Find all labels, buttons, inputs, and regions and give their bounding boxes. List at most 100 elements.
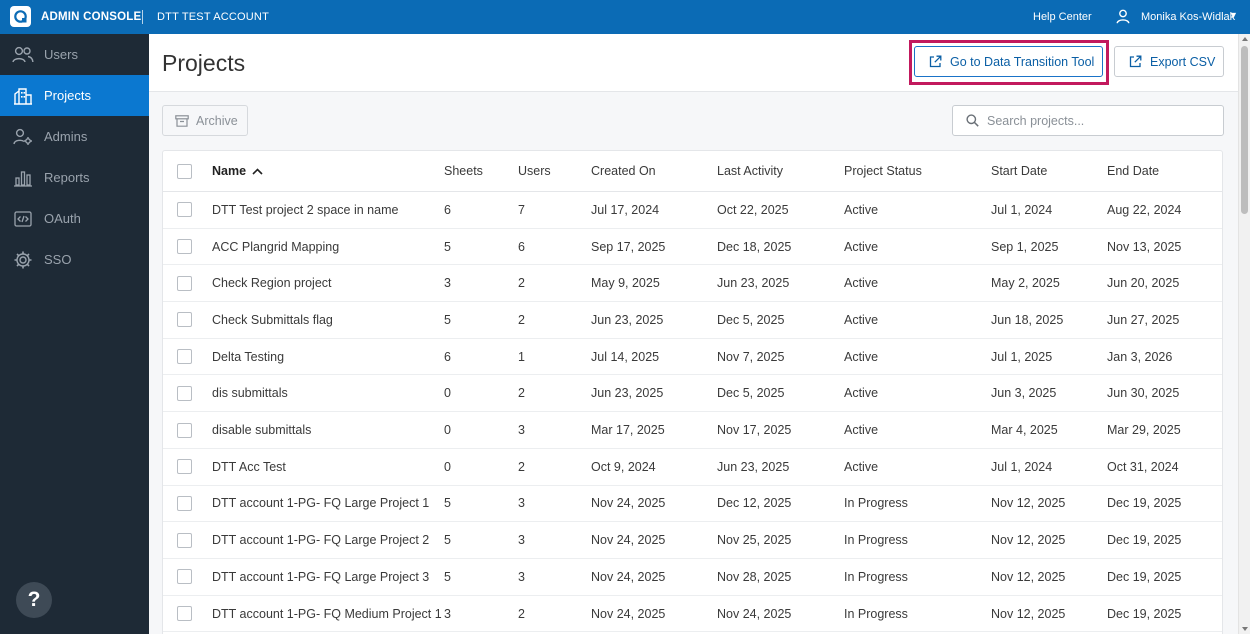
admins-icon (0, 128, 44, 146)
cell-name[interactable]: dis submittals (212, 386, 288, 401)
row-checkbox-cell[interactable] (177, 229, 192, 265)
scrollbar-thumb[interactable] (1241, 46, 1248, 214)
row-checkbox[interactable] (177, 385, 192, 401)
search-icon (966, 114, 979, 127)
search-box[interactable] (952, 105, 1224, 136)
scroll-up-icon[interactable] (1242, 37, 1248, 41)
app-logo-icon[interactable] (10, 6, 31, 27)
cell-end: Dec 19, 2025 (1107, 606, 1182, 621)
sidebar-item-oauth[interactable]: OAuth (0, 198, 149, 239)
sidebar-item-sso[interactable]: SSO (0, 239, 149, 280)
help-button[interactable]: ? (16, 582, 52, 618)
column-header-created[interactable]: Created On (591, 164, 656, 178)
cell-name[interactable]: Check Submittals flag (212, 312, 333, 327)
row-checkbox[interactable] (177, 459, 192, 475)
cell-name[interactable]: Check Region project (212, 276, 332, 291)
column-header-sheets[interactable]: Sheets (444, 164, 483, 178)
sidebar-item-users[interactable]: Users (0, 34, 149, 75)
row-checkbox[interactable] (177, 349, 192, 365)
row-checkbox[interactable] (177, 275, 192, 291)
table-row[interactable]: disable submittals 0 3 Mar 17, 2025 Nov 17, … (163, 412, 1222, 449)
cell-end: Jun 30, 2025 (1107, 386, 1180, 401)
column-header-users[interactable]: Users (518, 164, 551, 178)
row-checkbox-cell[interactable] (177, 192, 192, 228)
cell-name[interactable]: DTT account 1-PG- FQ Large Project 3 (212, 569, 430, 584)
cell-name[interactable]: DTT account 1-PG- FQ Large Project 2 (212, 533, 430, 548)
user-avatar-icon[interactable] (1116, 9, 1130, 29)
export-csv-button[interactable]: Export CSV (1114, 46, 1224, 77)
column-header-start[interactable]: Start Date (991, 164, 1048, 178)
row-checkbox-cell[interactable] (177, 412, 192, 448)
row-checkbox-cell[interactable] (177, 302, 192, 338)
cell-end: Mar 29, 2025 (1107, 423, 1181, 438)
table-row[interactable]: Delta Testing 6 1 Jul 14, 2025 Nov 7, 2025 Ac… (163, 339, 1222, 376)
sidebar-item-projects[interactable]: Projects (0, 75, 149, 116)
cell-name[interactable]: DTT Acc Test (212, 459, 286, 474)
row-checkbox-cell[interactable] (177, 596, 192, 632)
go-to-dtt-button[interactable]: Go to Data Transition Tool (914, 46, 1103, 77)
table-row[interactable]: DTT account 1-PG- FQ Large Project 2 5 3 No… (163, 522, 1222, 559)
table-row[interactable]: DTT Acc Test 0 2 Oct 9, 2024 Jun 23, 2025 Act… (163, 449, 1222, 486)
row-checkbox[interactable] (177, 569, 192, 585)
row-checkbox-cell[interactable] (177, 559, 192, 595)
row-checkbox[interactable] (177, 239, 192, 255)
column-header-last-activity[interactable]: Last Activity (717, 164, 783, 178)
sidebar-item-admins[interactable]: Admins (0, 116, 149, 157)
column-header-name[interactable]: Name (212, 151, 263, 191)
table-header-row: Name Sheets Users Created On Last Activi… (163, 151, 1222, 192)
cell-start: Nov 12, 2025 (991, 533, 1066, 548)
cell-name[interactable]: Delta Testing (212, 349, 285, 364)
table-row[interactable]: DTT account 1-PG- FQ Large Project 3 5 3 No… (163, 559, 1222, 596)
sidebar-item-label: SSO (44, 252, 72, 267)
table-row[interactable]: ACC Plangrid Mapping 5 6 Sep 17, 2025 Dec 18… (163, 229, 1222, 266)
select-all-checkbox[interactable] (177, 151, 192, 191)
cell-status: In Progress (844, 496, 908, 511)
cell-name[interactable]: DTT account 1-PG- FQ Large Project 1 (212, 496, 430, 511)
table-row[interactable]: Check Region project 3 2 May 9, 2025 Jun 23,… (163, 265, 1222, 303)
cell-users: 3 (518, 496, 525, 511)
cell-start: Sep 1, 2025 (991, 239, 1059, 254)
row-checkbox-cell[interactable] (177, 522, 192, 558)
cell-activity: Jun 23, 2025 (717, 459, 790, 474)
cell-end: Aug 22, 2024 (1107, 202, 1182, 217)
row-checkbox[interactable] (177, 422, 192, 438)
archive-button[interactable]: Archive (162, 105, 248, 136)
table-row[interactable]: DTT Test project 2 space in name 6 7 Jul 17… (163, 192, 1222, 229)
row-checkbox[interactable] (177, 312, 192, 328)
row-checkbox[interactable] (177, 495, 192, 511)
sidebar-item-reports[interactable]: Reports (0, 157, 149, 198)
column-header-end[interactable]: End Date (1107, 164, 1160, 178)
cell-created: Oct 9, 2024 (591, 459, 656, 474)
cell-sheets: 5 (444, 569, 451, 584)
row-checkbox-cell[interactable] (177, 486, 192, 522)
cell-end: Jun 20, 2025 (1107, 276, 1180, 291)
user-name-menu[interactable]: Monika Kos-Widlak (1141, 11, 1236, 23)
row-checkbox[interactable] (177, 202, 192, 218)
cell-users: 2 (518, 312, 525, 327)
cell-created: Jun 23, 2025 (591, 386, 664, 401)
row-checkbox-cell[interactable] (177, 449, 192, 485)
row-checkbox-cell[interactable] (177, 265, 192, 301)
cell-name[interactable]: DTT account 1-PG- FQ Medium Project 1 (212, 606, 442, 621)
page-scrollbar[interactable] (1238, 34, 1250, 634)
chevron-down-icon[interactable]: ▼ (1229, 10, 1238, 20)
help-center-link[interactable]: Help Center (1033, 11, 1092, 23)
page-header: Projects Go to Data Transition Tool Expo… (149, 34, 1238, 92)
search-input[interactable] (987, 113, 1207, 128)
row-checkbox-cell[interactable] (177, 376, 192, 412)
row-checkbox-cell[interactable] (177, 339, 192, 375)
cell-name[interactable]: ACC Plangrid Mapping (212, 239, 340, 254)
scroll-down-icon[interactable] (1242, 627, 1248, 631)
cell-name[interactable]: DTT Test project 2 space in name (212, 202, 399, 217)
cell-sheets: 5 (444, 239, 451, 254)
cell-name[interactable]: disable submittals (212, 423, 312, 438)
table-row[interactable]: dis submittals 0 2 Jun 23, 2025 Dec 5, 2025 A… (163, 376, 1222, 413)
column-header-status[interactable]: Project Status (844, 164, 922, 178)
checkbox[interactable] (177, 163, 192, 179)
row-checkbox[interactable] (177, 532, 192, 548)
top-bar: ADMIN CONSOLE DTT TEST ACCOUNT Help Cent… (0, 0, 1250, 34)
table-row[interactable]: DTT account 1-PG- FQ Large Project 1 5 3 No… (163, 486, 1222, 523)
table-row[interactable]: Check Submittals flag 5 2 Jun 23, 2025 Dec 5… (163, 302, 1222, 339)
row-checkbox[interactable] (177, 606, 192, 622)
